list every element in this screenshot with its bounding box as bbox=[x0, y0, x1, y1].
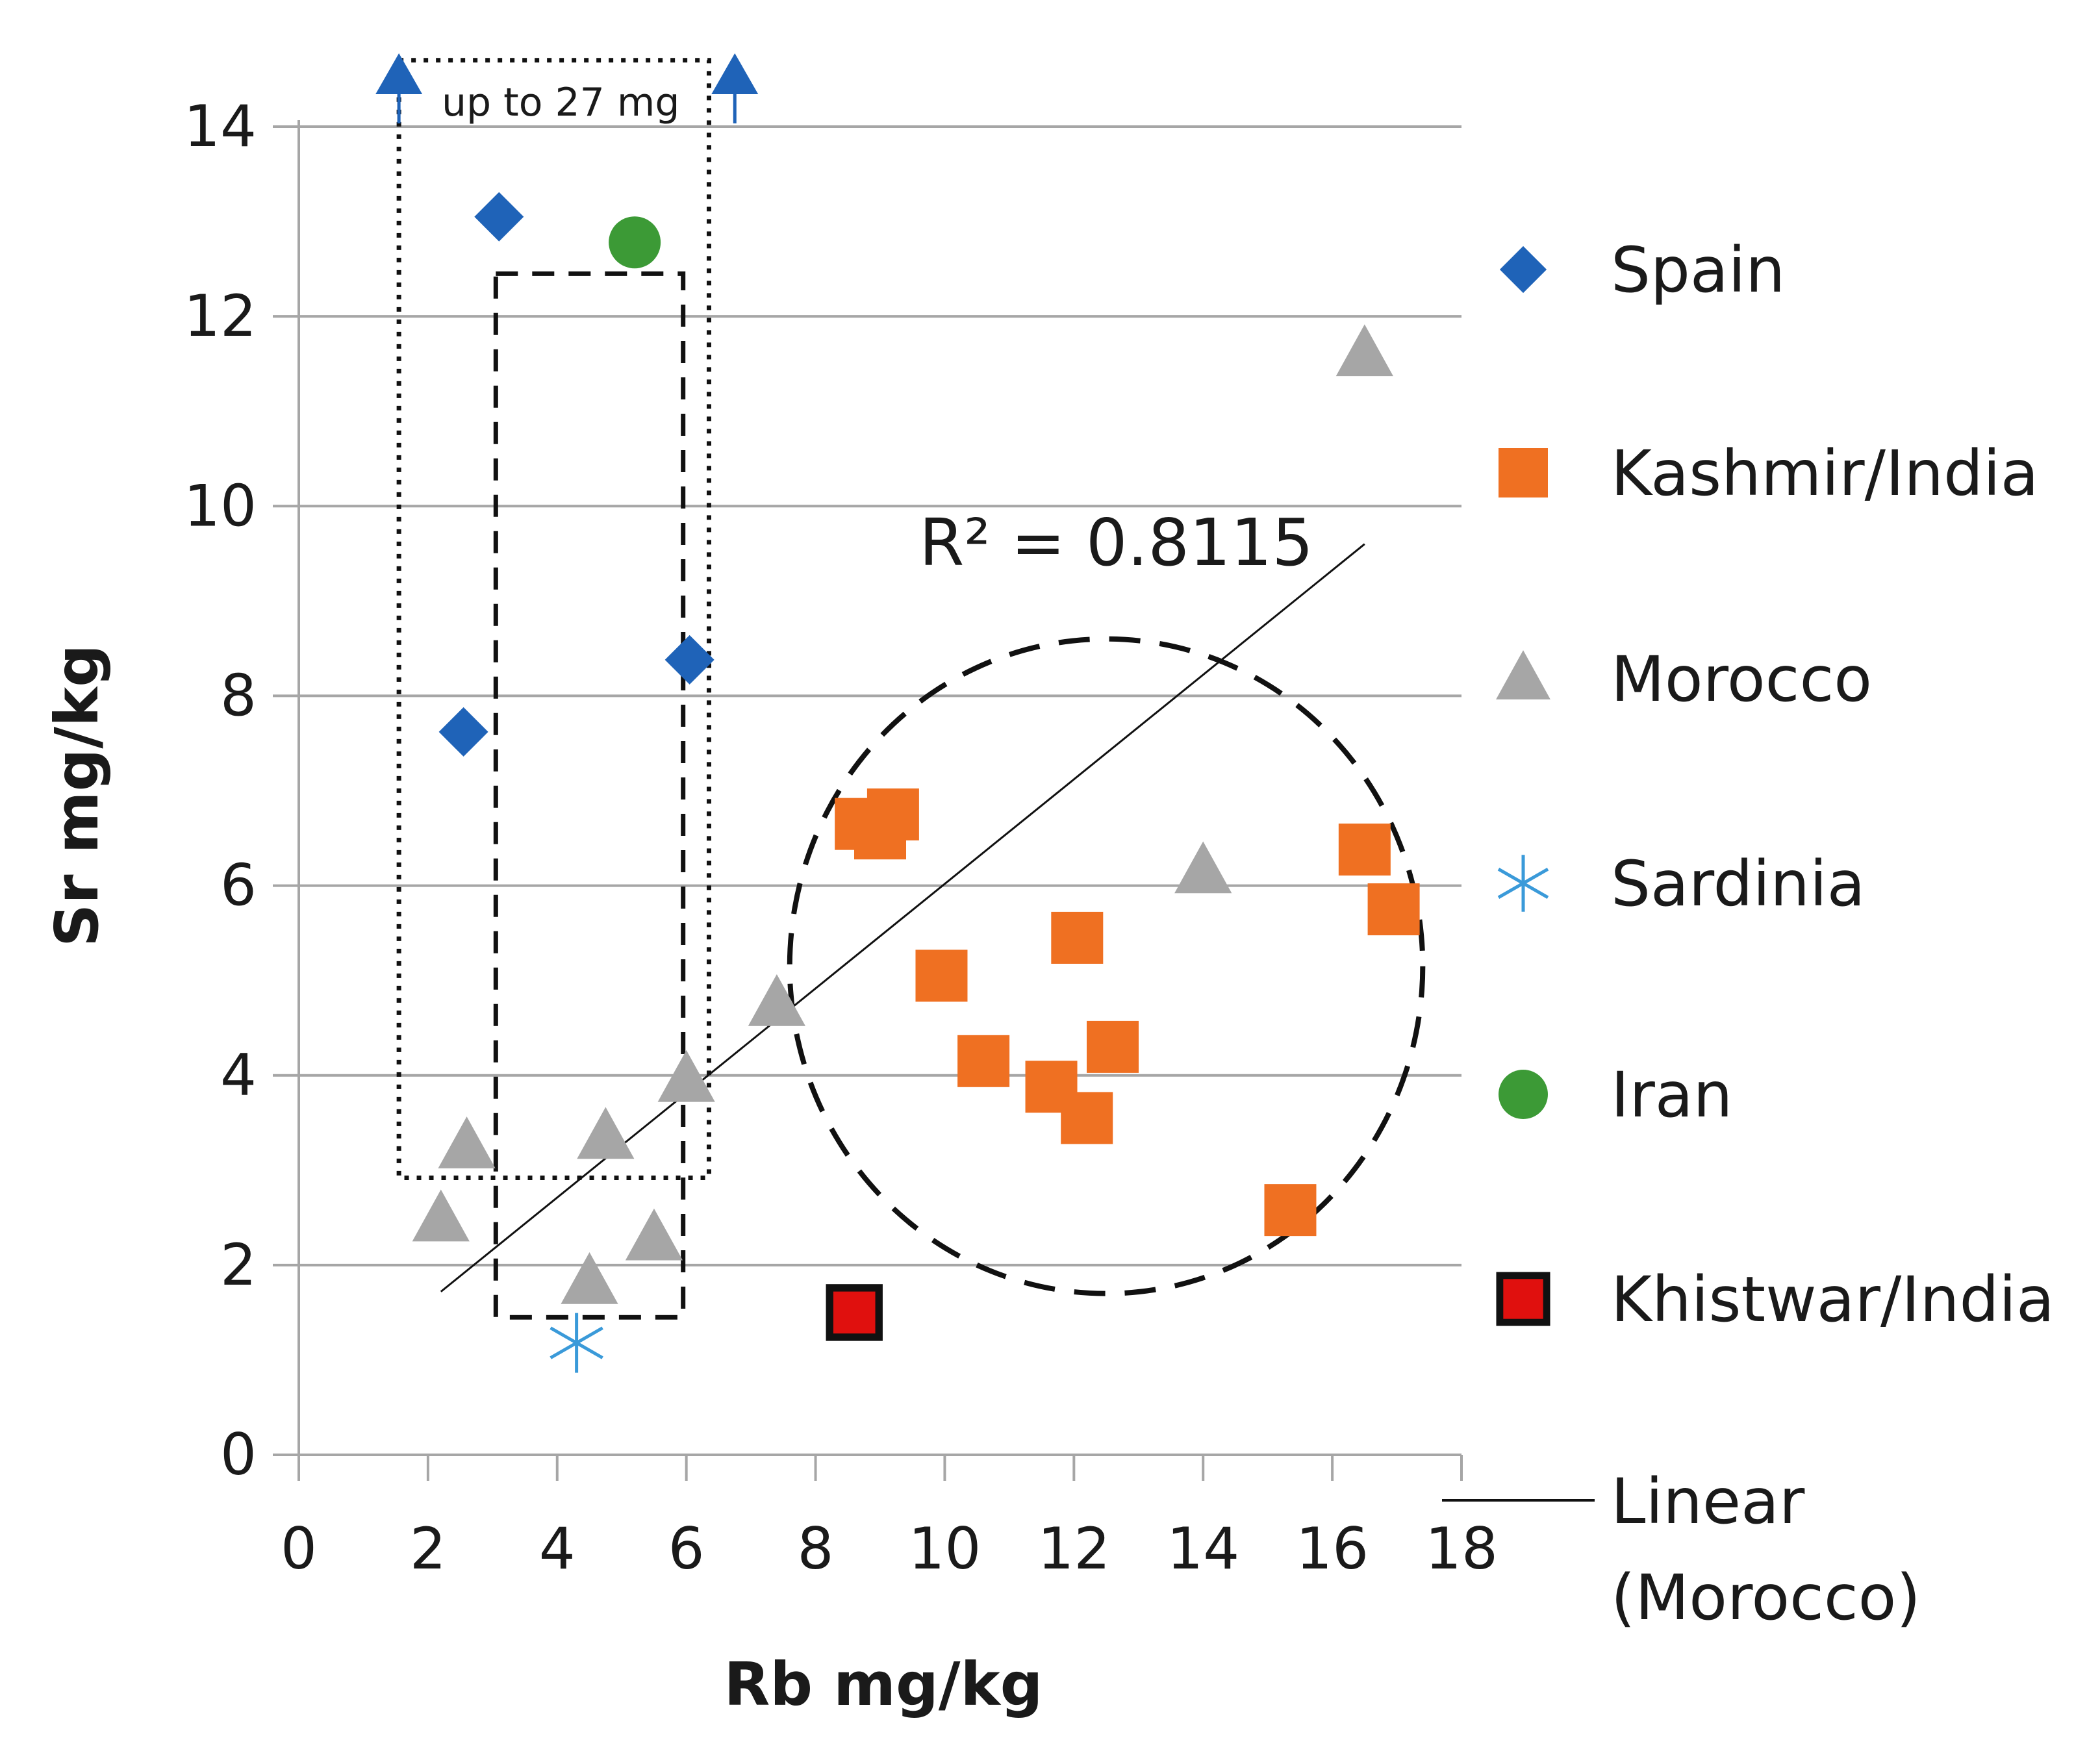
y-axis-title: Sr mg/kg bbox=[42, 644, 112, 947]
annotations: up to 27 mg R² = 0.8115 bbox=[375, 53, 1426, 1320]
kashmir-india-point bbox=[915, 950, 968, 1002]
up-to-27-mg-annotation: up to 27 mg bbox=[442, 80, 679, 125]
dashed-kashmir-ellipse bbox=[787, 636, 1426, 1296]
y-tick-label: 10 bbox=[184, 472, 257, 539]
data-points bbox=[412, 192, 1420, 1373]
x-tick-label: 2 bbox=[410, 1515, 446, 1582]
morocco-point bbox=[561, 1252, 618, 1304]
y-tick-label: 4 bbox=[220, 1042, 257, 1109]
legend-marker-kashmir-india bbox=[1499, 448, 1548, 497]
legend-marker-spain bbox=[1499, 246, 1547, 294]
x-tick-label: 0 bbox=[281, 1515, 317, 1582]
gridlines bbox=[273, 125, 1461, 1266]
x-tick-label: 18 bbox=[1425, 1515, 1498, 1582]
y-tick-label: 0 bbox=[220, 1421, 257, 1488]
tick-labels: 0 2 4 6 8 10 12 14 0 2 4 6 8 10 12 14 16 18 bbox=[184, 93, 1498, 1582]
spain-point bbox=[438, 707, 488, 757]
legend-label-kashmir-india: Kashmir/India bbox=[1611, 437, 2039, 510]
kashmir-india-point bbox=[957, 1035, 1010, 1087]
y-tick-label: 14 bbox=[184, 93, 257, 160]
legend-marker-khistwar-india bbox=[1496, 1272, 1550, 1326]
kashmir-india-point bbox=[1087, 1020, 1139, 1073]
morocco-point bbox=[412, 1189, 470, 1242]
y-tick-label: 12 bbox=[184, 283, 257, 349]
legend-label-sardinia: Sardinia bbox=[1611, 848, 1866, 920]
legend: Spain Kashmir/India Morocco Sardinia Iran Khi… bbox=[1442, 234, 2055, 1634]
iran-point bbox=[609, 216, 661, 269]
legend-label-linear-morocco: Linear bbox=[1611, 1465, 1805, 1538]
x-tick-label: 6 bbox=[668, 1515, 705, 1582]
kashmir-india-point bbox=[1051, 911, 1104, 964]
dotted-outlier-box bbox=[396, 58, 711, 1180]
kashmir-india-point bbox=[867, 788, 919, 841]
morocco-point bbox=[1335, 324, 1393, 377]
legend-label-iran: Iran bbox=[1611, 1059, 1732, 1131]
legend-label-morocco: Morocco bbox=[1611, 643, 1872, 716]
morocco-trendline bbox=[440, 543, 1365, 1292]
kashmir-india-point bbox=[1338, 824, 1391, 876]
morocco-point bbox=[577, 1107, 635, 1159]
legend-marker-iran bbox=[1499, 1070, 1548, 1119]
morocco-point bbox=[1174, 841, 1232, 894]
x-tick-label: 4 bbox=[539, 1515, 576, 1582]
morocco-point bbox=[657, 1050, 715, 1102]
legend-label-spain: Spain bbox=[1611, 234, 1785, 307]
legend-marker-sardinia bbox=[1497, 855, 1549, 912]
x-tick-label: 16 bbox=[1296, 1515, 1369, 1582]
x-tick-label: 12 bbox=[1037, 1515, 1110, 1582]
x-tick-label: 10 bbox=[908, 1515, 981, 1582]
r-squared-label: R² = 0.8115 bbox=[919, 505, 1313, 581]
kashmir-india-point bbox=[1367, 883, 1420, 936]
morocco-point bbox=[748, 974, 805, 1026]
trendline-layer bbox=[440, 543, 1365, 1292]
y-tick-label: 8 bbox=[220, 662, 257, 729]
legend-label-khistwar-india: Khistwar/India bbox=[1611, 1263, 2055, 1336]
axes bbox=[273, 120, 1463, 1481]
kashmir-india-point bbox=[1264, 1184, 1317, 1237]
x-tick-label: 14 bbox=[1167, 1515, 1239, 1582]
y-tick-label: 6 bbox=[220, 852, 257, 919]
legend-label-linear-morocco: (Morocco) bbox=[1611, 1561, 1921, 1634]
x-axis-title: Rb mg/kg bbox=[724, 1650, 1043, 1719]
x-tick-label: 8 bbox=[798, 1515, 834, 1582]
y-tick-label: 2 bbox=[220, 1231, 257, 1298]
up-arrow-icon bbox=[375, 53, 423, 94]
morocco-point bbox=[625, 1208, 683, 1261]
kashmir-india-point bbox=[1061, 1092, 1113, 1144]
sardinia-point bbox=[550, 1313, 603, 1373]
spain-point bbox=[664, 635, 715, 685]
morocco-point bbox=[438, 1116, 496, 1168]
up-arrow-icon bbox=[711, 53, 759, 94]
khistwar-india-point bbox=[826, 1284, 883, 1341]
spain-point bbox=[474, 192, 524, 242]
dashed-group-box bbox=[493, 271, 686, 1320]
legend-marker-morocco bbox=[1496, 650, 1550, 699]
